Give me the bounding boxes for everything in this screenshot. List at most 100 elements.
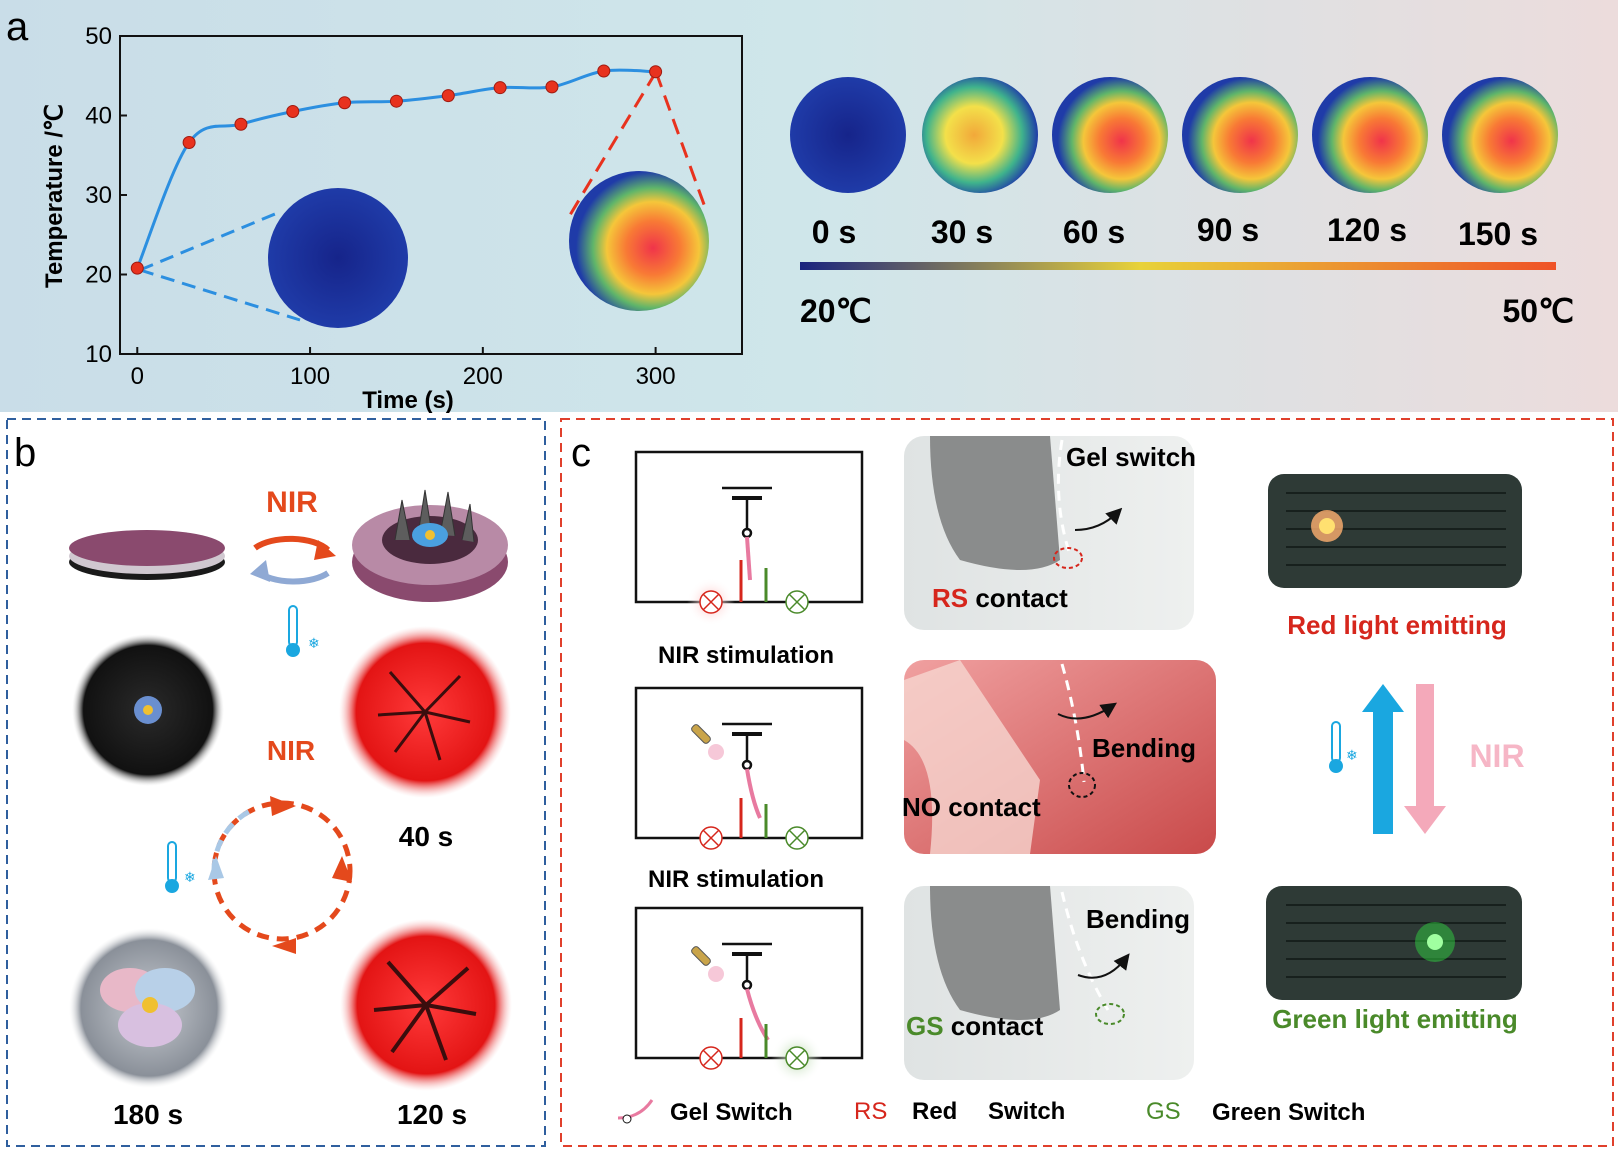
x-tick-label: 0 (131, 363, 144, 390)
green-lamp-icon (785, 1046, 809, 1070)
snapshot-label: 150 s (1458, 216, 1538, 252)
legend-rs-word-switch: Switch (988, 1098, 1065, 1125)
temperature-curve (135, 68, 656, 269)
thermometer-cold-icon: ❄ (165, 841, 196, 893)
nir-laser-pointer-icon (691, 946, 724, 982)
photo1-contact-label: RS contact (932, 583, 1068, 613)
cycle-arrowhead (208, 856, 224, 880)
data-point (545, 80, 559, 94)
data-point (338, 96, 352, 110)
inset-thermal-hot (569, 171, 709, 311)
gel-switch-1 (745, 536, 752, 581)
red-lamp-icon (699, 1046, 723, 1070)
flower-center-initial (134, 696, 162, 724)
data-point (286, 105, 300, 119)
thermometer-cold-icon: ❄ (286, 605, 320, 657)
thermal-snapshot-60s (1052, 77, 1168, 193)
cycle-arrowhead (332, 856, 352, 882)
snapshot-label: 60 s (1063, 214, 1125, 250)
nir-stimulation-label-2: NIR stimulation (648, 866, 824, 893)
cycle-ring-cool-segment (211, 808, 252, 872)
y-tick-label: 40 (85, 103, 112, 130)
legend-gs-abbr: GS (1146, 1098, 1181, 1125)
photo3-bending-label: Bending (1086, 904, 1190, 934)
red-lamp-icon (699, 826, 723, 850)
thermal-snapshot-30s (922, 77, 1038, 193)
data-point (389, 94, 403, 108)
panel-b-border (6, 418, 546, 1147)
circuit-diagram-2 (634, 686, 864, 840)
gel-switch-dashed-outline (1056, 439, 1072, 556)
bend-direction-arrow (1074, 507, 1123, 531)
thermal-snapshot-90s (1182, 77, 1298, 193)
scale-max-label: 50℃ (1502, 293, 1574, 329)
flower-petals-180s (100, 968, 195, 1047)
svg-text:❄: ❄ (308, 635, 320, 651)
photo-breadboard-red-led (1268, 474, 1522, 588)
nir-laser-pointer-icon (691, 724, 724, 760)
legend-gs-full: Green Switch (1212, 1099, 1365, 1126)
x-tick-label: 100 (290, 363, 330, 390)
data-point (649, 65, 663, 79)
cycle-arrowhead (272, 938, 296, 954)
legend-gel-switch-label: Gel Switch (670, 1099, 793, 1126)
cycle-arrow-cool-head (250, 560, 270, 582)
data-point (182, 136, 196, 150)
temperature-color-scale (800, 262, 1556, 270)
bend-direction-arrow (1057, 702, 1117, 720)
data-point (130, 261, 144, 275)
contact-marker-black (1068, 772, 1096, 798)
x-axis-ticks: 0 100 200 300 (131, 347, 676, 390)
panel-a-label: a (6, 5, 29, 49)
time-label-180s: 180 s (113, 1099, 183, 1130)
snapshot-label: 0 s (812, 214, 856, 250)
contact-word: contact (944, 1011, 1044, 1041)
breadboard-holes (1286, 904, 1506, 978)
nir-label-top: NIR (266, 486, 318, 519)
y-tick-label: 10 (85, 341, 112, 368)
panel-c-label: c (571, 431, 591, 475)
red-lamp-icon (699, 590, 723, 614)
gs-abbr: GS (906, 1011, 944, 1041)
photo3-contact-label: GS contact (906, 1011, 1044, 1041)
panel-b-label: b (14, 431, 36, 475)
cycle-arrowhead (270, 796, 296, 816)
data-point (493, 81, 507, 95)
photo-glare (904, 660, 1040, 854)
x-tick-label: 200 (463, 363, 503, 390)
contact-word: contact (968, 583, 1068, 613)
data-points (130, 64, 663, 275)
snapshot-label: 120 s (1327, 212, 1407, 248)
inset-guide-line (139, 268, 301, 322)
nir-side-label: NIR (1469, 738, 1524, 774)
bend-direction-arrow (1077, 953, 1130, 979)
time-label-40s: 40 s (399, 821, 454, 852)
cycle-arrow-heat-head (314, 540, 336, 560)
rs-abbr: RS (932, 583, 968, 613)
data-point (234, 117, 248, 131)
photo1-gel-switch-label: Gel switch (1066, 442, 1196, 472)
gel-switch-2-bent (745, 768, 762, 819)
cooling-arrow-up (1362, 684, 1404, 834)
inset-thermal-cold (268, 188, 408, 328)
scale-min-label: 20℃ (800, 293, 872, 329)
snapshot-label: 90 s (1197, 212, 1259, 248)
panel-a-background (0, 0, 1618, 412)
legend-rs-abbr: RS (854, 1098, 887, 1125)
snapshot-label: 30 s (931, 214, 993, 250)
nir-label-cycle: NIR (267, 735, 315, 766)
cycle-dashed-ring (211, 800, 353, 942)
green-light-label: Green light emitting (1272, 1004, 1518, 1034)
red-light-label: Red light emitting (1287, 610, 1507, 640)
crack-pattern-40s (377, 671, 471, 761)
thermal-snapshot-120s (1312, 77, 1428, 193)
red-led (1319, 518, 1335, 534)
y-tick-label: 20 (85, 262, 112, 289)
contact-marker-green (1095, 1003, 1125, 1025)
data-point (441, 89, 455, 103)
x-tick-label: 300 (636, 363, 676, 390)
nir-stimulation-label-1: NIR stimulation (658, 642, 834, 669)
legend-rs-word-red: Red (912, 1098, 957, 1125)
photo-clip-shape (930, 436, 1060, 570)
